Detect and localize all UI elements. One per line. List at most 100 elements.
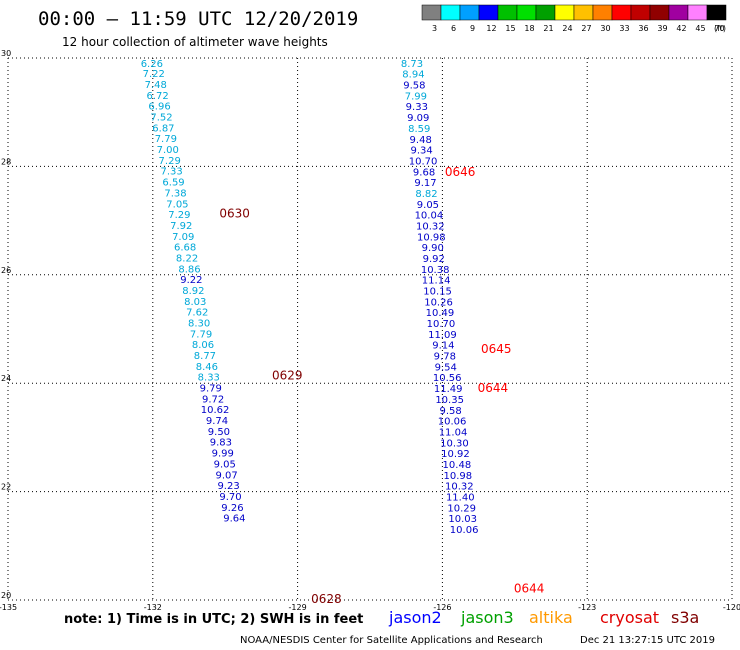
wave-height-value: 10.62 [201,405,230,416]
wave-height-value: 9.22 [180,275,202,286]
wave-height-value: 11.40 [446,492,475,503]
color-scale-label: 21 [543,24,553,33]
wave-height-value: 8.30 [188,318,210,329]
color-scale-label: 33 [619,24,629,33]
wave-height-value: 8.22 [176,253,198,264]
wave-height-value: 7.29 [168,210,190,221]
wave-height-value: 10.04 [415,211,444,222]
pass-time-label: 0629 [272,369,303,383]
wave-height-value: 7.05 [166,199,188,210]
wave-height-value: 7.92 [170,221,192,232]
wave-height-value: 8.46 [196,362,218,373]
wave-height-value: 10.03 [448,514,477,525]
wave-height-value: 9.54 [435,362,457,373]
wave-height-value: 9.83 [210,438,232,449]
longitude-tick-label: -129 [289,603,307,612]
satellite-legend-cryosat: cryosat [600,608,660,627]
latitude-tick-label: 28 [1,157,11,166]
wave-height-value: 6.26 [141,59,163,70]
wave-height-value: 7.09 [172,232,194,243]
color-scale-legend: 3 6 9 12 15 18 21 24 27 30 33 36 39 42 45 70 (ft) [421,4,727,33]
wave-height-value: 8.77 [194,351,216,362]
wave-height-value: 10.35 [435,395,464,406]
wave-height-value: 9.92 [423,254,445,265]
wave-height-value: 6.68 [174,243,196,254]
wave-height-value: 7.79 [190,329,212,340]
wave-height-value: 6.72 [146,91,168,102]
latitude-tick-label: 20 [1,591,11,600]
wave-height-value: 7.62 [186,308,208,319]
wave-height-value: 9.17 [414,178,436,189]
satellite-legend-jason2: jason2 [389,608,442,627]
wave-height-value: 8.06 [192,340,214,351]
pass-time-label: 0646 [445,165,476,179]
wave-height-value: 7.22 [143,69,165,80]
wave-height-value: 10.98 [444,471,473,482]
color-scale-label: 18 [524,24,534,33]
latitude-tick-label: 26 [1,266,11,275]
wave-height-value: 9.64 [223,514,245,525]
color-swatch [706,4,727,21]
wave-height-value: 8.33 [198,373,220,384]
wave-height-value: 10.49 [426,308,455,319]
pass-time-label: 0645 [481,342,512,356]
wave-height-value: 7.79 [155,134,177,145]
pass-time-label: 0628 [311,592,342,606]
wave-height-value: 10.38 [421,265,450,276]
wave-height-value: 6.96 [148,102,170,113]
longitude-tick-label: -126 [433,603,451,612]
color-scale-label: 42 [676,24,686,33]
wave-height-value: 10.92 [441,449,470,460]
pass-time-label: 0644 [478,381,509,395]
wave-height-value: 9.07 [216,470,238,481]
wave-height-value: 7.99 [405,91,427,102]
credit-line: NOAA/NESDIS Center for Satellite Applica… [240,635,543,646]
wave-height-value: 11.14 [422,276,451,287]
wave-height-value: 8.94 [402,70,424,81]
wave-height-value: 9.14 [432,341,454,352]
wave-height-value: 10.70 [427,319,456,330]
wave-height-value: 9.78 [434,352,456,363]
wave-height-value: 9.79 [200,384,222,395]
longitude-tick-label: -120 [723,603,740,612]
wave-height-value: 11.09 [428,330,457,341]
wave-height-value: 10.48 [443,460,472,471]
wave-height-value: 9.72 [202,394,224,405]
color-scale-label: 3 [432,24,437,33]
wave-height-value: 9.23 [217,481,239,492]
wave-height-value: 9.33 [406,102,428,113]
wave-height-value: 9.50 [208,427,230,438]
color-scale-label: 6 [451,24,456,33]
longitude-tick-label: -132 [144,603,162,612]
color-scale-label: 70 [714,24,724,33]
wave-height-value: 9.99 [212,449,234,460]
wave-height-value: 10.06 [438,417,467,428]
wave-height-value: 10.26 [424,297,453,308]
wave-height-value: 8.73 [401,59,423,70]
wave-height-value: 10.30 [440,438,469,449]
pass-time-label: 0644 [514,582,545,596]
color-scale-unit: (ft) [714,24,726,33]
footnote: note: 1) Time is in UTC; 2) SWH is in fe… [64,612,364,627]
color-scale-label: 39 [657,24,667,33]
wave-height-value: 8.59 [408,124,430,135]
wave-height-value: 11.04 [439,427,468,438]
wave-height-value: 10.56 [433,373,462,384]
wave-height-value: 11.49 [434,384,463,395]
wave-height-value: 7.48 [145,80,167,91]
wave-height-value: 10.15 [423,287,452,298]
generated-timestamp: Dec 21 13:27:15 UTC 2019 [580,635,715,646]
map-subtitle: 12 hour collection of altimeter wave hei… [62,35,328,49]
wave-height-value: 8.82 [415,189,437,200]
wave-height-value: 9.34 [411,146,433,157]
wave-height-value: 9.90 [422,243,444,254]
map-title: 00:00 – 11:59 UTC 12/20/2019 [38,8,359,30]
color-scale-label: 45 [695,24,705,33]
wave-height-value: 8.86 [178,264,200,275]
wave-height-value: 9.58 [439,406,461,417]
wave-height-value: 10.29 [447,503,476,514]
latitude-tick-label: 22 [1,483,11,492]
wave-height-value: 8.92 [182,286,204,297]
wave-height-value: 7.29 [159,156,181,167]
